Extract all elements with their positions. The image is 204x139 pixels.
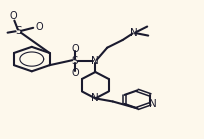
Text: N: N [91, 93, 99, 103]
Text: O: O [71, 44, 78, 54]
Text: S: S [15, 26, 22, 36]
Text: O: O [35, 22, 43, 32]
Text: O: O [71, 68, 78, 78]
Text: N: N [149, 99, 156, 109]
Text: N: N [91, 56, 99, 66]
Text: N: N [129, 28, 137, 38]
Text: S: S [71, 56, 78, 66]
Text: O: O [9, 11, 17, 21]
